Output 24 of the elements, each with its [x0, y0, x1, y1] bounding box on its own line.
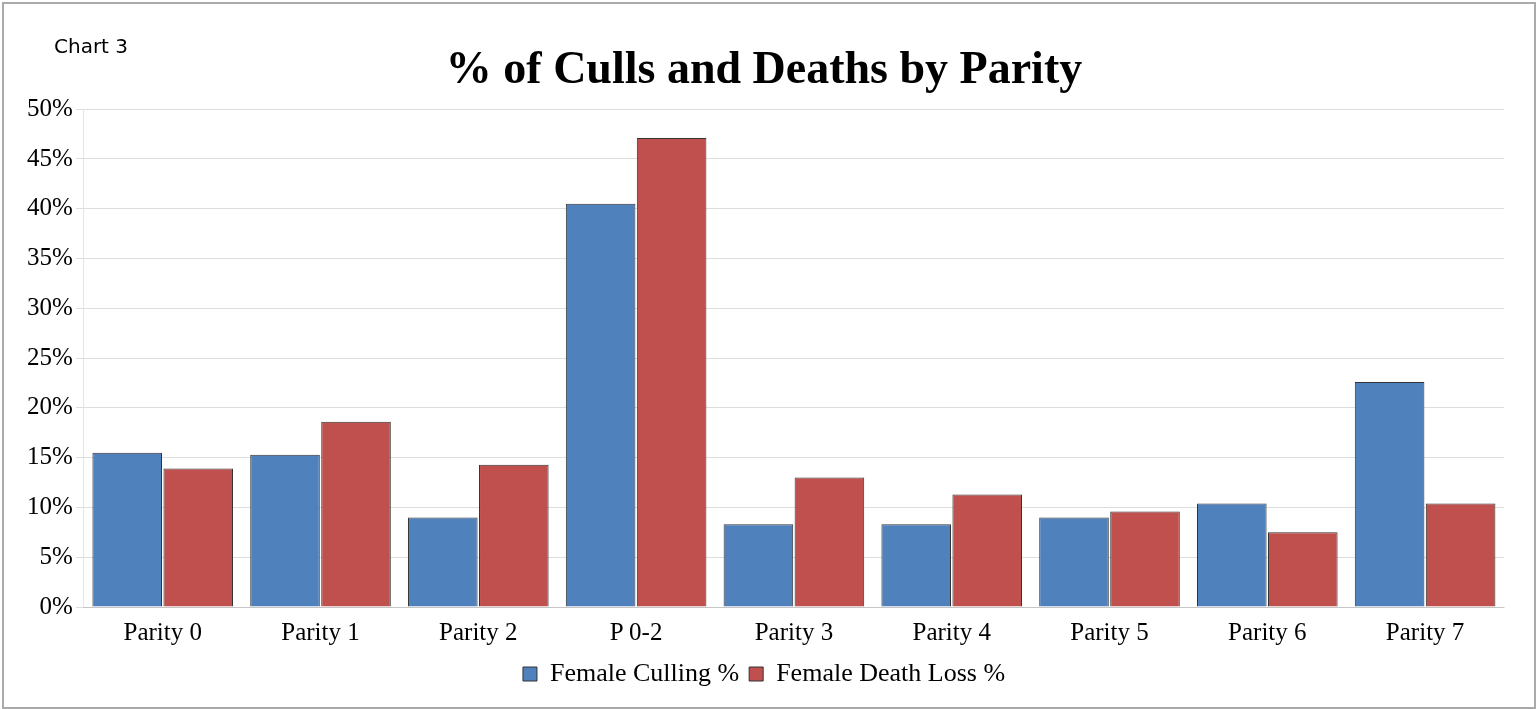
x-tick-label: Parity 4	[912, 617, 992, 645]
x-tick-label: Parity 0	[123, 617, 202, 645]
caption: Chart 3	[54, 34, 129, 58]
y-tick-label: 20%	[27, 392, 73, 420]
legend-label: Female Culling %	[549, 657, 740, 687]
y-tick-label: 5%	[39, 541, 73, 569]
x-tick-label: Parity 7	[1385, 617, 1465, 645]
y-tick-label: 40%	[27, 193, 73, 221]
x-tick-label: P 0-2	[609, 617, 663, 645]
y-tick-label: 25%	[27, 342, 73, 370]
y-tick-label: 0%	[39, 591, 73, 619]
x-tick-label: Parity 3	[754, 617, 834, 645]
chart-title: % of Culls and Deaths by Parity	[445, 42, 1083, 94]
y-tick-label: 50%	[27, 93, 73, 121]
y-tick-label: 15%	[27, 442, 73, 470]
legend-label: Female Death Loss %	[776, 657, 1006, 687]
y-tick-label: 30%	[27, 292, 73, 320]
y-tick-label: 45%	[27, 143, 73, 171]
x-tick-label: Parity 1	[281, 617, 360, 645]
x-tick-label: Parity 6	[1228, 617, 1307, 645]
y-tick-label: 10%	[27, 492, 73, 519]
x-tick-label: Parity 5	[1070, 617, 1149, 645]
y-tick-label: 35%	[27, 243, 73, 271]
x-tick-label: Parity 2	[439, 617, 518, 645]
